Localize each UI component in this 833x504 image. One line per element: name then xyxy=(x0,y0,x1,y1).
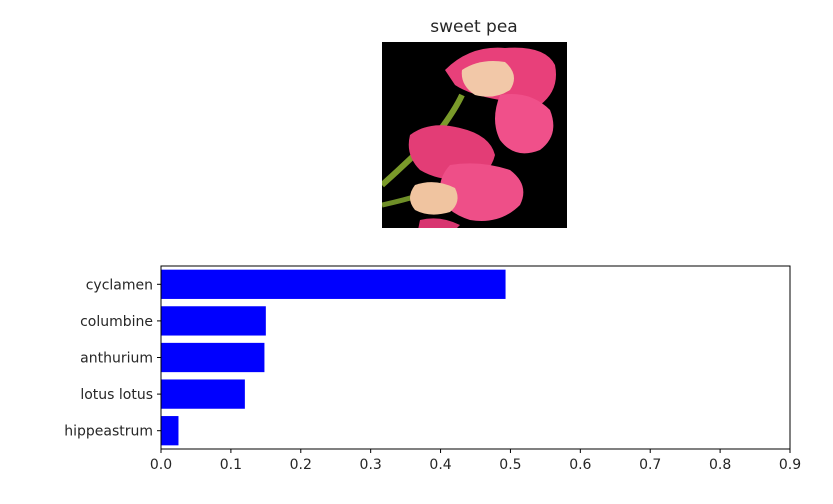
bar-hippeastrum xyxy=(161,416,179,446)
x-tick-label: 0.5 xyxy=(499,457,521,473)
image-title: sweet pea xyxy=(430,17,517,37)
y-tick-label: cyclamen xyxy=(86,277,153,293)
bar-cyclamen xyxy=(161,269,506,299)
bar-columbine xyxy=(161,306,266,336)
y-tick-label: columbine xyxy=(80,314,153,330)
y-tick-label: lotus lotus xyxy=(80,387,153,403)
bar-chart: cyclamen columbine anthurium lotus lotus hip… xyxy=(64,265,801,473)
x-tick-label: 0.2 xyxy=(290,457,312,473)
x-tick-label: 0.3 xyxy=(360,457,382,473)
x-tick-label: 0.0 xyxy=(150,457,172,473)
x-tick-label: 0.8 xyxy=(709,457,731,473)
flower-image xyxy=(382,42,567,228)
x-tick-label: 0.7 xyxy=(639,457,661,473)
y-tick-label: hippeastrum xyxy=(64,424,153,440)
y-tick-label: anthurium xyxy=(80,351,153,367)
x-tick-label: 0.9 xyxy=(779,457,801,473)
x-tick-label: 0.6 xyxy=(569,457,591,473)
x-tick-label: 0.1 xyxy=(220,457,242,473)
bar-lotus-lotus xyxy=(161,379,245,409)
bar-anthurium xyxy=(161,342,265,373)
x-tick-label: 0.4 xyxy=(429,457,451,473)
